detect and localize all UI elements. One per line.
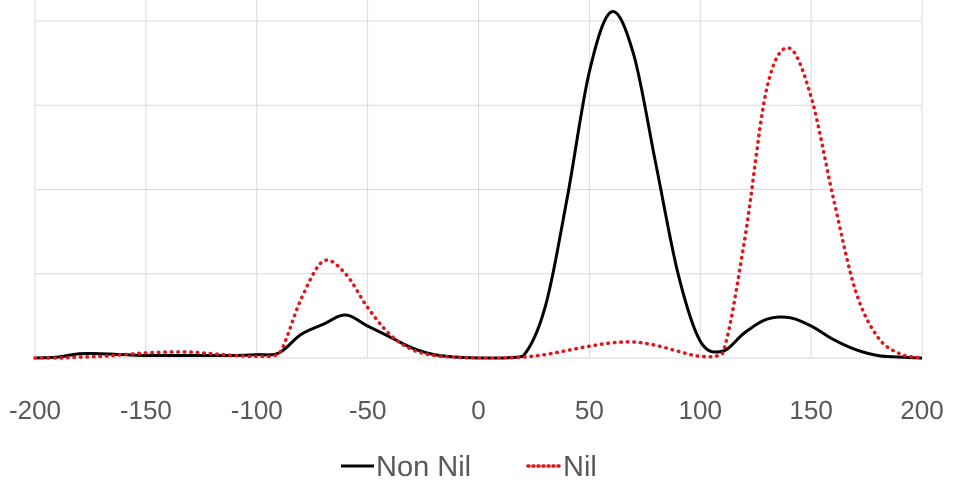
x-tick-label: 150 — [789, 395, 832, 425]
legend: Non Nil Nil — [341, 451, 597, 483]
x-tick-label: 100 — [679, 395, 722, 425]
x-tick-label: 0 — [471, 395, 485, 425]
series-lines — [33, 10, 924, 360]
legend-label-non-nil: Non Nil — [376, 451, 471, 483]
x-axis-ticks: -200 -150 -100 -50 0 50 100 150 200 — [9, 395, 944, 425]
x-tick-label: -200 — [9, 395, 61, 425]
series-line-non-nil — [34, 10, 923, 360]
gridlines — [34, 0, 923, 359]
x-tick-label: -100 — [231, 395, 283, 425]
legend-label-nil: Nil — [563, 451, 597, 483]
series-line-nil — [33, 46, 924, 360]
x-tick-label: 50 — [575, 395, 604, 425]
x-tick-label: -50 — [349, 395, 387, 425]
x-tick-label: -150 — [120, 395, 172, 425]
x-tick-label: 200 — [900, 395, 943, 425]
